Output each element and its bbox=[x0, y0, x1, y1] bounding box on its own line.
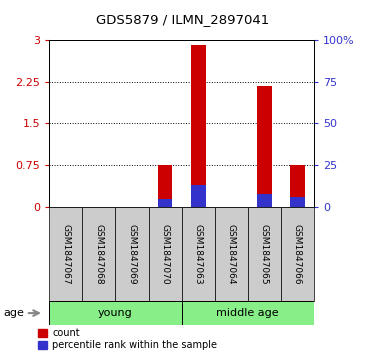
Bar bbox=[290, 197, 305, 207]
Bar bbox=[191, 185, 205, 207]
Text: young: young bbox=[98, 308, 133, 318]
Bar bbox=[257, 86, 272, 207]
FancyBboxPatch shape bbox=[49, 207, 82, 301]
FancyBboxPatch shape bbox=[149, 207, 182, 301]
Bar bbox=[158, 165, 173, 207]
Bar bbox=[158, 199, 173, 207]
Bar bbox=[290, 165, 305, 207]
Bar bbox=[191, 45, 205, 207]
Text: GDS5879 / ILMN_2897041: GDS5879 / ILMN_2897041 bbox=[96, 13, 269, 26]
Text: GSM1847065: GSM1847065 bbox=[260, 224, 269, 285]
FancyBboxPatch shape bbox=[281, 207, 314, 301]
Text: middle age: middle age bbox=[216, 308, 279, 318]
FancyBboxPatch shape bbox=[115, 207, 149, 301]
Text: GSM1847064: GSM1847064 bbox=[227, 224, 236, 284]
FancyBboxPatch shape bbox=[215, 207, 248, 301]
FancyBboxPatch shape bbox=[49, 301, 182, 325]
Bar bbox=[257, 193, 272, 207]
FancyBboxPatch shape bbox=[182, 301, 314, 325]
FancyBboxPatch shape bbox=[248, 207, 281, 301]
Text: GSM1847067: GSM1847067 bbox=[61, 224, 70, 285]
Legend: count, percentile rank within the sample: count, percentile rank within the sample bbox=[38, 328, 217, 350]
Text: GSM1847066: GSM1847066 bbox=[293, 224, 302, 285]
FancyBboxPatch shape bbox=[182, 207, 215, 301]
Text: GSM1847069: GSM1847069 bbox=[127, 224, 137, 285]
Text: GSM1847070: GSM1847070 bbox=[161, 224, 170, 285]
Text: GSM1847068: GSM1847068 bbox=[95, 224, 103, 285]
FancyBboxPatch shape bbox=[82, 207, 115, 301]
Text: age: age bbox=[4, 308, 24, 318]
Text: GSM1847063: GSM1847063 bbox=[193, 224, 203, 285]
